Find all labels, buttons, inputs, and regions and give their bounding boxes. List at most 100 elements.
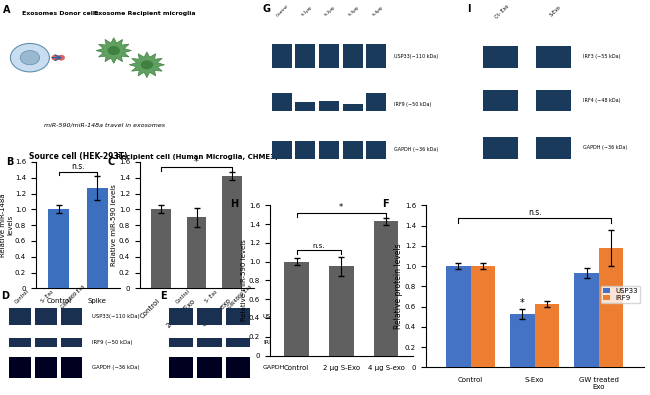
Circle shape bbox=[52, 55, 58, 60]
Bar bbox=[197, 338, 222, 347]
Text: S-4μg: S-4μg bbox=[372, 5, 383, 17]
Bar bbox=[35, 338, 57, 347]
Polygon shape bbox=[96, 38, 131, 63]
Text: F: F bbox=[382, 199, 389, 209]
Text: C: C bbox=[108, 157, 115, 167]
Polygon shape bbox=[129, 52, 164, 77]
Text: IRF4 (∼48 kDa): IRF4 (∼48 kDa) bbox=[583, 98, 621, 103]
Bar bbox=[366, 44, 386, 68]
Bar bbox=[151, 209, 171, 288]
Bar bbox=[599, 248, 623, 367]
Y-axis label: Relative protein levels: Relative protein levels bbox=[395, 244, 404, 329]
Bar bbox=[366, 93, 386, 111]
Bar bbox=[295, 102, 315, 111]
Bar bbox=[319, 44, 339, 68]
Bar bbox=[35, 357, 57, 378]
Bar bbox=[343, 44, 363, 68]
Bar bbox=[9, 338, 31, 347]
Bar bbox=[187, 217, 207, 288]
Text: E: E bbox=[160, 291, 166, 301]
Bar bbox=[197, 357, 222, 378]
Bar bbox=[536, 137, 571, 159]
Bar bbox=[319, 101, 339, 111]
Text: n.s.: n.s. bbox=[72, 162, 84, 171]
Text: S-Exo: S-Exo bbox=[549, 5, 562, 18]
Text: S- Exo: S- Exo bbox=[40, 290, 55, 304]
Text: D: D bbox=[1, 291, 9, 301]
Text: Exosomes Donor cells: Exosomes Donor cells bbox=[22, 11, 99, 16]
Bar bbox=[374, 221, 398, 356]
Circle shape bbox=[107, 46, 120, 55]
Text: USP33(∼110 kDa): USP33(∼110 kDa) bbox=[92, 314, 140, 319]
Text: IRF9 (∼50 kDa): IRF9 (∼50 kDa) bbox=[393, 102, 431, 107]
Text: Exosome Recipient microglia: Exosome Recipient microglia bbox=[94, 11, 196, 16]
Bar bbox=[536, 90, 571, 111]
Text: GAPDH (∼36 kDa): GAPDH (∼36 kDa) bbox=[583, 145, 627, 150]
Text: G: G bbox=[263, 4, 270, 14]
Bar bbox=[483, 46, 519, 68]
Bar bbox=[9, 308, 31, 325]
Bar bbox=[536, 46, 571, 68]
Bar bbox=[510, 314, 534, 367]
Bar bbox=[61, 308, 83, 325]
Bar bbox=[483, 137, 519, 159]
Circle shape bbox=[10, 43, 49, 72]
Bar bbox=[48, 209, 70, 288]
Text: GW4869 Exo: GW4869 Exo bbox=[227, 284, 253, 310]
Circle shape bbox=[20, 51, 40, 65]
Bar bbox=[284, 261, 309, 356]
Text: IRF9: IRF9 bbox=[263, 340, 277, 345]
Bar bbox=[168, 338, 193, 347]
Text: S-1μg: S-1μg bbox=[301, 5, 313, 17]
Bar bbox=[343, 141, 363, 159]
Y-axis label: Relative miR-590 levels: Relative miR-590 levels bbox=[111, 184, 118, 266]
Bar bbox=[226, 338, 250, 347]
Text: n.s.: n.s. bbox=[313, 243, 325, 250]
Title: Source cell (HEK-293T): Source cell (HEK-293T) bbox=[29, 152, 127, 161]
Text: GAPDH: GAPDH bbox=[263, 365, 285, 370]
Bar bbox=[272, 93, 292, 111]
Bar bbox=[319, 141, 339, 159]
Text: IRF9 (∼50 kDa): IRF9 (∼50 kDa) bbox=[92, 340, 133, 345]
Bar bbox=[226, 308, 250, 325]
Bar bbox=[329, 266, 354, 356]
Bar bbox=[295, 141, 315, 159]
Text: S-3μg: S-3μg bbox=[348, 5, 360, 17]
Text: GAPDH (∼36 kDa): GAPDH (∼36 kDa) bbox=[92, 365, 140, 370]
Text: H: H bbox=[229, 199, 238, 209]
Text: Ct- Exo: Ct- Exo bbox=[495, 4, 510, 19]
Bar bbox=[272, 141, 292, 159]
Circle shape bbox=[58, 55, 64, 60]
Text: n.s.: n.s. bbox=[528, 207, 541, 216]
Text: *: * bbox=[194, 157, 199, 167]
Bar bbox=[295, 44, 315, 68]
Bar bbox=[575, 273, 599, 367]
Text: USP33: USP33 bbox=[263, 314, 283, 319]
Bar bbox=[366, 141, 386, 159]
Circle shape bbox=[140, 60, 153, 70]
Bar bbox=[9, 357, 31, 378]
Bar bbox=[35, 308, 57, 325]
Text: *: * bbox=[339, 203, 343, 212]
Bar bbox=[534, 304, 559, 367]
Text: IRF3 (∼55 kDa): IRF3 (∼55 kDa) bbox=[583, 55, 621, 60]
Y-axis label: Relative miR-148a
levels: Relative miR-148a levels bbox=[1, 193, 14, 257]
Bar bbox=[61, 357, 83, 378]
Text: B: B bbox=[6, 157, 14, 167]
Text: USP33(∼110 kDa): USP33(∼110 kDa) bbox=[393, 55, 437, 60]
Bar bbox=[483, 90, 519, 111]
Legend: USP33, IRF9: USP33, IRF9 bbox=[601, 286, 640, 303]
Bar bbox=[471, 266, 495, 367]
Text: S- Exo: S- Exo bbox=[204, 290, 218, 304]
Title: Recipient cell (Human Microglia, CHME3): Recipient cell (Human Microglia, CHME3) bbox=[116, 154, 278, 160]
Text: A: A bbox=[3, 5, 10, 15]
Bar bbox=[272, 44, 292, 68]
Bar bbox=[447, 266, 471, 367]
Text: GAPDH (∼36 kDa): GAPDH (∼36 kDa) bbox=[393, 147, 437, 152]
Bar bbox=[226, 357, 250, 378]
Text: S-2μg: S-2μg bbox=[324, 5, 336, 17]
Bar bbox=[168, 308, 193, 325]
Bar bbox=[61, 338, 83, 347]
Text: Control: Control bbox=[276, 4, 290, 18]
Bar bbox=[86, 188, 108, 288]
